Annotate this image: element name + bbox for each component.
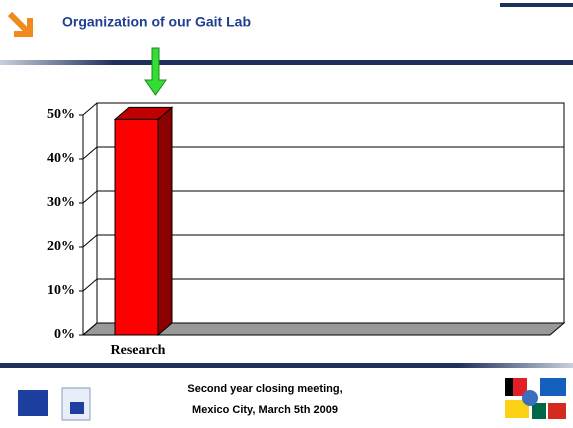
- trama-globe: [522, 390, 538, 406]
- bar-side: [157, 106, 173, 337]
- footer-line: Second year closing meeting,: [187, 383, 342, 395]
- grid-line: [82, 322, 564, 336]
- grid-line: [82, 278, 564, 292]
- y-tick-label: 40%: [47, 151, 75, 166]
- logo-arrow: [7, 11, 33, 37]
- alfa-flag: [70, 402, 84, 414]
- y-tick-label: 20%: [47, 239, 75, 254]
- y-tick-label: 50%: [47, 107, 75, 122]
- grid-line: [82, 234, 564, 248]
- flag: [548, 403, 566, 419]
- y-tick-label: 0%: [54, 327, 75, 342]
- header-accent: [500, 3, 573, 7]
- grid-line: [82, 146, 564, 160]
- pointer-arrow: [144, 47, 167, 96]
- flag: [505, 400, 529, 418]
- grid-line: [82, 190, 564, 204]
- flag: [532, 403, 546, 419]
- flag: [505, 378, 513, 396]
- y-tick-label: 10%: [47, 283, 75, 298]
- header-band: [0, 60, 573, 65]
- flag: [540, 378, 566, 396]
- y-tick-label: 30%: [47, 195, 75, 210]
- bar: [114, 118, 159, 336]
- footer-line: Mexico City, March 5th 2009: [192, 404, 338, 416]
- grid-line: [82, 102, 564, 116]
- slide-title: Organization of our Gait Lab: [62, 14, 251, 30]
- x-tick-label: Research: [111, 343, 166, 358]
- footer-band: [0, 363, 573, 368]
- eu-logo: [18, 390, 48, 416]
